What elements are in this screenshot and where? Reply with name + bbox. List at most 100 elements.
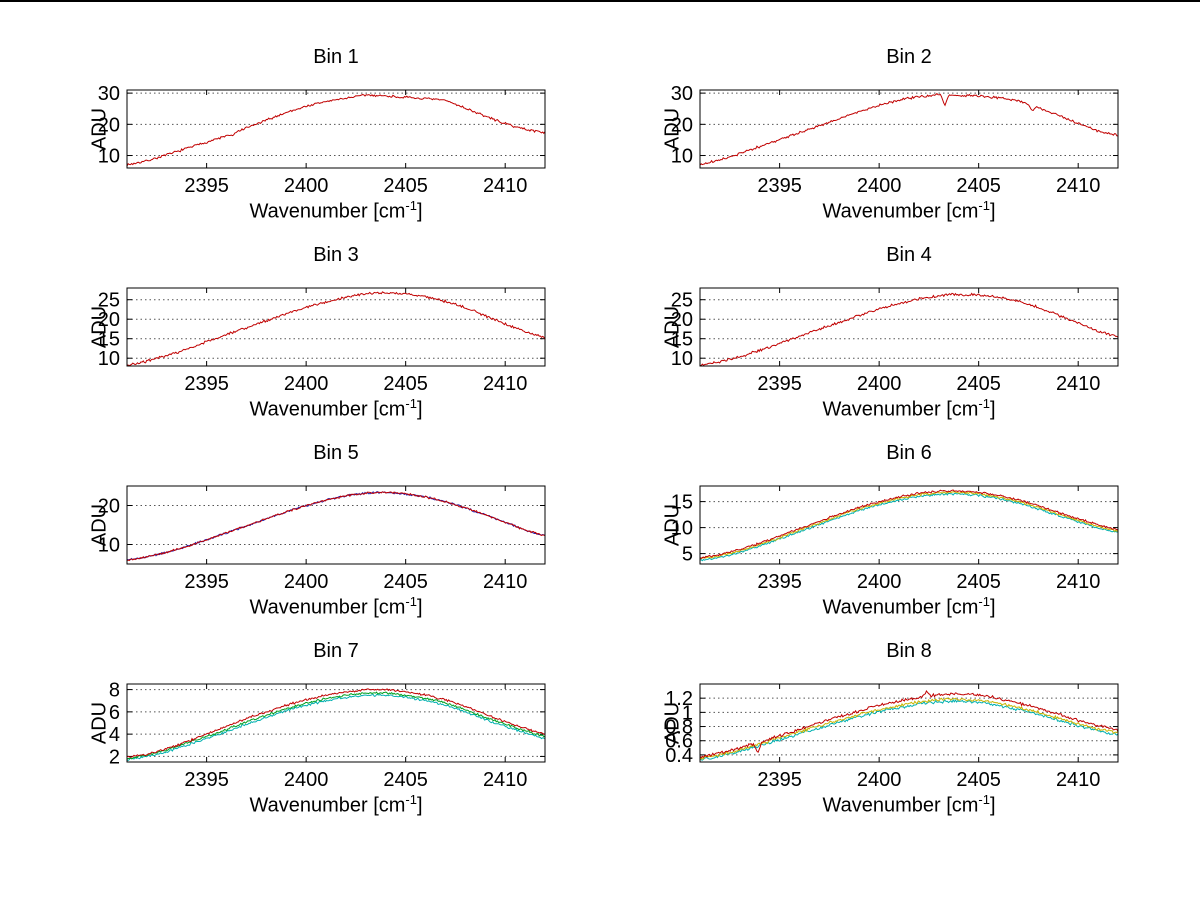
- svg-text:20: 20: [671, 114, 693, 136]
- svg-text:2405: 2405: [383, 373, 428, 395]
- svg-text:20: 20: [671, 309, 693, 331]
- svg-text:2405: 2405: [956, 769, 1001, 791]
- svg-text:2395: 2395: [757, 175, 802, 197]
- svg-text:2395: 2395: [184, 571, 229, 593]
- svg-text:2400: 2400: [857, 175, 902, 197]
- y-axis-label: ADU: [661, 305, 684, 349]
- svg-text:30: 30: [98, 83, 120, 105]
- y-axis-label: ADU: [88, 305, 111, 349]
- subplot-bin-1: 10 20 30 2395 2400 2405 2410 Bin 1 ADU Wavenum…: [55, 42, 575, 242]
- y-axis-label: ADU: [88, 701, 111, 745]
- svg-text:25: 25: [671, 290, 693, 312]
- x-axis-label: Wavenumber [cm-1]: [822, 792, 996, 817]
- plot-area-bin-1: 10 20 30 2395 2400 2405 2410: [98, 83, 546, 197]
- y-axis-label: ADU: [88, 503, 111, 547]
- subplot-title: Bin 8: [886, 640, 932, 662]
- subplot-bin-3: 10 15 20 25 2395 2400 2405 2410 Bin 3 ADU Waven…: [55, 240, 575, 440]
- x-axis-label: Wavenumber [cm-1]: [249, 594, 423, 619]
- svg-text:5: 5: [682, 544, 693, 566]
- svg-text:25: 25: [98, 290, 120, 312]
- subplot-bin-5: 10 20 2395 2400 2405 2410 Bin 5 ADU Wavenumbe…: [55, 438, 575, 638]
- subplot-title: Bin 3: [313, 244, 359, 266]
- svg-text:2400: 2400: [284, 571, 329, 593]
- svg-text:15: 15: [671, 492, 693, 514]
- svg-text:2410: 2410: [483, 769, 528, 791]
- x-axis-label: Wavenumber [cm-1]: [822, 198, 996, 223]
- subplot-title: Bin 5: [313, 442, 359, 464]
- svg-text:2400: 2400: [857, 769, 902, 791]
- svg-text:2395: 2395: [757, 571, 802, 593]
- svg-text:1.2: 1.2: [665, 688, 693, 710]
- svg-text:2410: 2410: [1056, 769, 1101, 791]
- svg-text:2410: 2410: [483, 571, 528, 593]
- svg-text:0.4: 0.4: [665, 745, 693, 767]
- x-axis-label: Wavenumber [cm-1]: [822, 594, 996, 619]
- plot-area-bin-8: 0.40.60.811.2 2395 2400 2405 2410: [665, 683, 1119, 791]
- svg-text:2410: 2410: [1056, 175, 1101, 197]
- y-axis-label: ADU: [88, 107, 111, 151]
- svg-text:2405: 2405: [383, 769, 428, 791]
- svg-text:2400: 2400: [857, 571, 902, 593]
- svg-text:2410: 2410: [483, 373, 528, 395]
- subplot-bin-4: 10 15 20 25 2395 2400 2405 2410 Bin 4 ADU Waven…: [628, 240, 1148, 440]
- y-axis-label: ADU: [661, 701, 684, 745]
- subplot-title: Bin 4: [886, 244, 932, 266]
- svg-text:10: 10: [671, 518, 693, 540]
- svg-text:0.6: 0.6: [665, 731, 693, 753]
- subplot-bin-6: 5 10 15 2395 2400 2405 2410 Bin 6 ADU Wavenumb…: [628, 438, 1148, 638]
- svg-text:2400: 2400: [284, 175, 329, 197]
- subplot-bin-2: 10 20 30 2395 2400 2405 2410 Bin 2 ADU Wavenum…: [628, 42, 1148, 242]
- subplot-bin-7: 2 4 6 8 2395 2400 2405 2410 Bin 7 ADU Wavenumbe…: [55, 636, 575, 836]
- svg-text:2: 2: [109, 746, 120, 768]
- plot-area-bin-6: 5 10 15 2395 2400 2405 2410: [671, 485, 1119, 593]
- svg-text:8: 8: [109, 680, 120, 702]
- x-axis-label: Wavenumber [cm-1]: [249, 792, 423, 817]
- svg-text:2400: 2400: [284, 769, 329, 791]
- svg-text:20: 20: [98, 114, 120, 136]
- svg-text:10: 10: [98, 535, 120, 557]
- x-axis-label: Wavenumber [cm-1]: [249, 198, 423, 223]
- svg-text:1: 1: [682, 702, 693, 724]
- subplot-title: Bin 6: [886, 442, 932, 464]
- svg-text:20: 20: [98, 496, 120, 518]
- x-axis-label: Wavenumber [cm-1]: [249, 396, 423, 421]
- svg-text:2405: 2405: [956, 175, 1001, 197]
- svg-text:2395: 2395: [184, 373, 229, 395]
- y-axis-label: ADU: [661, 107, 684, 151]
- svg-text:2395: 2395: [184, 175, 229, 197]
- subplot-title: Bin 7: [313, 640, 359, 662]
- window-top-edge: [0, 0, 1200, 2]
- subplot-title: Bin 2: [886, 46, 932, 68]
- svg-text:2400: 2400: [284, 373, 329, 395]
- svg-text:2395: 2395: [757, 373, 802, 395]
- svg-text:2405: 2405: [956, 373, 1001, 395]
- svg-text:2410: 2410: [483, 175, 528, 197]
- svg-text:10: 10: [671, 348, 693, 370]
- svg-text:4: 4: [109, 724, 120, 746]
- svg-text:30: 30: [671, 83, 693, 105]
- svg-text:2395: 2395: [757, 769, 802, 791]
- svg-text:15: 15: [671, 329, 693, 351]
- plot-area-bin-5: 10 20 2395 2400 2405 2410: [98, 485, 546, 593]
- svg-text:10: 10: [98, 146, 120, 168]
- svg-text:2410: 2410: [1056, 571, 1101, 593]
- svg-text:2405: 2405: [383, 571, 428, 593]
- svg-text:2405: 2405: [956, 571, 1001, 593]
- svg-text:0.8: 0.8: [665, 717, 693, 739]
- subplot-title: Bin 1: [313, 46, 359, 68]
- svg-text:2410: 2410: [1056, 373, 1101, 395]
- x-axis-label: Wavenumber [cm-1]: [822, 396, 996, 421]
- plot-area-bin-2: 10 20 30 2395 2400 2405 2410: [671, 83, 1119, 197]
- svg-text:15: 15: [98, 329, 120, 351]
- subplot-bin-8: 0.4 0.6 0.8 1 1.2 2395 2400 2405 2410 Bin 8 ADU …: [628, 636, 1148, 836]
- svg-text:20: 20: [98, 309, 120, 331]
- svg-text:2395: 2395: [184, 769, 229, 791]
- svg-text:10: 10: [671, 146, 693, 168]
- svg-text:6: 6: [109, 702, 120, 724]
- svg-text:10: 10: [98, 348, 120, 370]
- svg-text:2400: 2400: [857, 373, 902, 395]
